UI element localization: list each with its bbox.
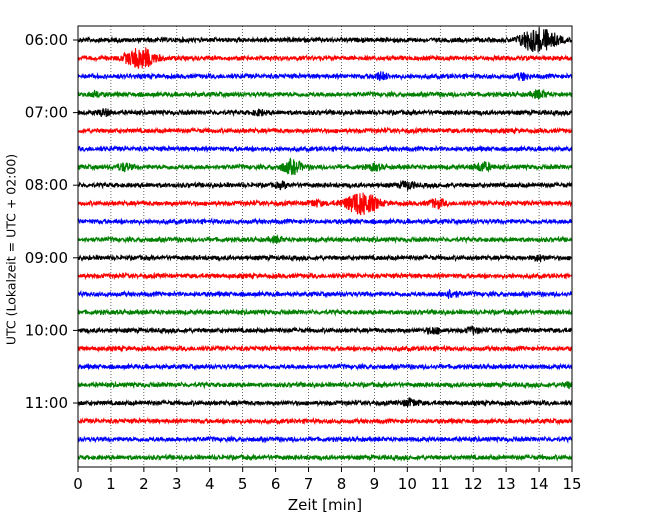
trace-row-23 bbox=[77, 453, 573, 462]
y-axis-ticks: 06:00 07:00 08:00 09:00 10:00 11:00 bbox=[25, 31, 78, 412]
x-tick-label-11: 11 bbox=[431, 475, 450, 493]
x-tick-label-1: 1 bbox=[106, 475, 116, 493]
seismic-traces bbox=[77, 27, 573, 462]
x-tick-label-6: 6 bbox=[271, 475, 281, 493]
x-tick-label-10: 10 bbox=[398, 475, 417, 493]
x-axis-label: Zeit [min] bbox=[288, 496, 362, 514]
trace-row-11 bbox=[77, 233, 573, 245]
trace-row-6 bbox=[77, 144, 573, 154]
x-tick-label-3: 3 bbox=[172, 475, 182, 493]
trace-row-5 bbox=[77, 126, 573, 136]
plot-frame bbox=[77, 25, 573, 468]
x-tick-label-4: 4 bbox=[205, 475, 215, 493]
trace-row-22 bbox=[77, 434, 573, 444]
trace-row-18 bbox=[77, 362, 573, 372]
trace-row-0 bbox=[77, 27, 573, 53]
x-tick-label-9: 9 bbox=[370, 475, 380, 493]
x-tick-label-13: 13 bbox=[497, 475, 516, 493]
trace-row-17 bbox=[77, 344, 573, 354]
x-tick-label-2: 2 bbox=[139, 475, 149, 493]
trace-row-7 bbox=[77, 157, 573, 176]
trace-row-10 bbox=[77, 217, 573, 227]
trace-row-2 bbox=[77, 71, 573, 82]
x-tick-label-8: 8 bbox=[337, 475, 347, 493]
y-tick-label-1: 07:00 bbox=[25, 104, 68, 122]
x-tick-label-15: 15 bbox=[562, 475, 581, 493]
trace-row-3 bbox=[77, 88, 573, 100]
x-tick-label-14: 14 bbox=[530, 475, 549, 493]
trace-row-9 bbox=[77, 192, 573, 216]
y-tick-label-3: 09:00 bbox=[25, 249, 68, 267]
trace-row-4 bbox=[77, 108, 573, 118]
y-axis-label: UTC (Lokalzeit = UTC + 02:00) bbox=[3, 154, 18, 345]
trace-row-1 bbox=[77, 47, 573, 69]
x-tick-label-0: 0 bbox=[73, 475, 83, 493]
y-tick-label-0: 06:00 bbox=[25, 31, 68, 49]
trace-row-12 bbox=[77, 253, 573, 263]
y-tick-label-4: 10:00 bbox=[25, 321, 68, 339]
y-tick-label-5: 11:00 bbox=[25, 394, 68, 412]
trace-row-14 bbox=[77, 288, 573, 299]
x-tick-label-5: 5 bbox=[238, 475, 248, 493]
trace-row-8 bbox=[77, 179, 573, 192]
trace-row-20 bbox=[77, 397, 573, 408]
trace-row-13 bbox=[77, 271, 573, 281]
x-tick-label-12: 12 bbox=[464, 475, 483, 493]
x-axis-ticks: 0 1 2 3 4 5 6 7 8 9 10 11 12 13 14 15 bbox=[73, 467, 582, 493]
trace-row-16 bbox=[77, 325, 573, 336]
y-tick-label-2: 08:00 bbox=[25, 176, 68, 194]
trace-row-15 bbox=[77, 307, 573, 317]
x-tick-label-7: 7 bbox=[304, 475, 314, 493]
trace-row-21 bbox=[77, 416, 573, 426]
trace-row-19 bbox=[77, 380, 573, 390]
